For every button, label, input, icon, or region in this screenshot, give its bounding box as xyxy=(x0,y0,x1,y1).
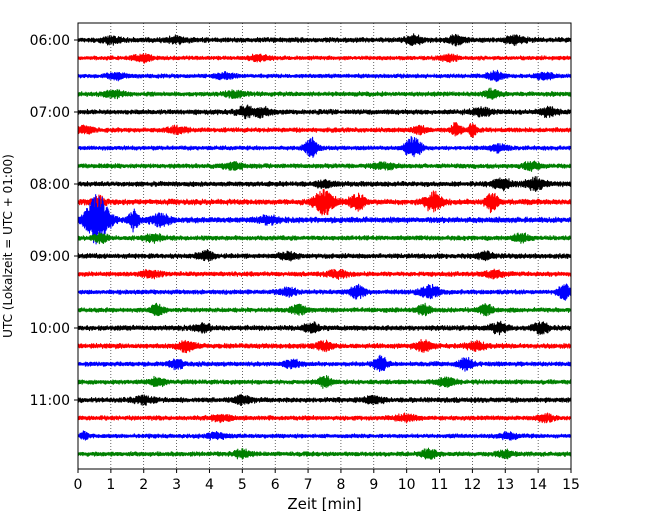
trace-line-0845 xyxy=(77,232,572,245)
trace-line-1115 xyxy=(77,412,572,424)
y-tick-label-1: 07:00 xyxy=(30,105,70,121)
y-tick-label-3: 09:00 xyxy=(30,249,70,265)
trace-line-1045 xyxy=(77,375,572,389)
trace-line-0730 xyxy=(77,135,572,158)
trace-line-0930 xyxy=(77,283,572,301)
trace-line-1030 xyxy=(77,354,572,372)
trace-lines xyxy=(77,33,572,460)
x-tick-label-11: 11 xyxy=(431,477,449,493)
x-tick-label-13: 13 xyxy=(496,477,514,493)
trace-line-1145 xyxy=(77,447,572,460)
grid-lines xyxy=(110,23,539,469)
trace-line-0700 xyxy=(77,104,572,120)
x-tick-label-6: 6 xyxy=(271,477,280,493)
y-tick-label-4: 10:00 xyxy=(30,321,70,337)
x-tick-label-15: 15 xyxy=(562,477,580,493)
y-tick-label-5: 11:00 xyxy=(30,393,70,409)
trace-line-1000 xyxy=(77,320,572,336)
trace-line-1130 xyxy=(77,430,572,441)
trace-line-0830 xyxy=(77,194,572,245)
trace-line-0915 xyxy=(77,268,572,280)
trace-line-0945 xyxy=(77,302,572,317)
x-tick-label-9: 9 xyxy=(369,477,378,493)
x-tick-label-10: 10 xyxy=(398,477,416,493)
x-tick-label-1: 1 xyxy=(106,477,115,493)
x-tick-label-14: 14 xyxy=(529,477,547,493)
trace-line-0630 xyxy=(77,69,572,83)
x-tick-label-8: 8 xyxy=(336,477,345,493)
trace-line-1100 xyxy=(77,393,572,407)
x-tick-label-4: 4 xyxy=(205,477,214,493)
trace-line-0745 xyxy=(77,160,572,172)
y-tick-label-2: 08:00 xyxy=(30,177,70,193)
axis-ticks: 0 1 2 3 4 5 6 7 8 9 10 11 12 13 14 1506:0007:0008:0009:… xyxy=(30,33,580,493)
x-tick-label-12: 12 xyxy=(463,477,481,493)
x-tick-label-2: 2 xyxy=(139,477,148,493)
trace-line-0800 xyxy=(77,175,572,192)
x-tick-label-0: 0 xyxy=(74,477,83,493)
trace-line-0715 xyxy=(77,122,572,138)
trace-line-1015 xyxy=(77,338,572,354)
trace-line-0600 xyxy=(77,33,572,47)
trace-line-0645 xyxy=(77,87,572,100)
trace-line-0815 xyxy=(77,188,572,216)
trace-line-0615 xyxy=(77,52,572,64)
x-tick-label-5: 5 xyxy=(238,477,247,493)
x-axis-label: Zeit [min] xyxy=(287,495,361,513)
x-tick-label-3: 3 xyxy=(172,477,181,493)
trace-line-0900 xyxy=(77,249,572,262)
plot-frame xyxy=(77,22,572,470)
y-tick-label-0: 06:00 xyxy=(30,33,70,49)
x-tick-label-7: 7 xyxy=(304,477,313,493)
y-axis-label: UTC (Lokalzeit = UTC + 01:00) xyxy=(1,154,15,338)
